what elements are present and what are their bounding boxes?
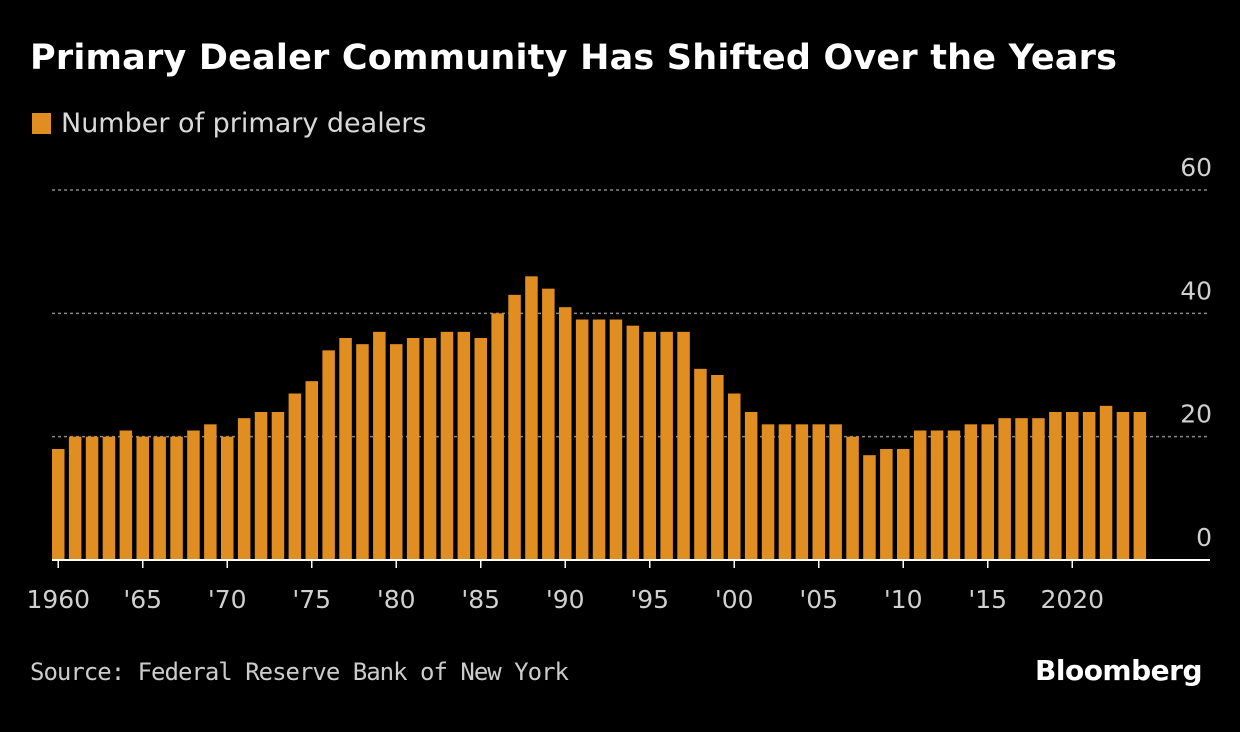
bar-2007: [846, 436, 859, 560]
x-tick-label-2000: '00: [715, 585, 754, 614]
x-tick-label-1995: '95: [630, 585, 669, 614]
legend-label: Number of primary dealers: [61, 108, 427, 139]
bar-2008: [863, 455, 876, 560]
bar-1965: [136, 436, 149, 560]
bar-1968: [187, 430, 200, 560]
bar-1994: [626, 325, 640, 560]
bar-1982: [423, 338, 437, 560]
x-tick-label-1985: '85: [461, 585, 500, 614]
bar-1960: [52, 449, 65, 560]
bar-2018: [1032, 418, 1045, 560]
bar-1964: [119, 430, 133, 560]
bar-1967: [170, 436, 183, 560]
bar-1969: [204, 424, 217, 560]
y-tick-label-20: 20: [1180, 400, 1212, 429]
x-tick-label-2010: '10: [884, 585, 923, 614]
x-tick-label-2020: 2020: [1040, 585, 1104, 614]
bar-2022: [1099, 405, 1113, 560]
bar-1976: [322, 350, 335, 560]
bar-1962: [85, 436, 99, 560]
bar-1998: [694, 368, 707, 560]
bar-1963: [102, 436, 116, 560]
bar-2001: [744, 412, 758, 560]
bar-1981: [406, 338, 420, 560]
bar-1988: [525, 276, 538, 560]
legend: Number of primary dealers: [32, 108, 426, 139]
x-tick-label-1975: '75: [292, 585, 331, 614]
bar-2012: [930, 430, 944, 560]
bar-1973: [271, 412, 285, 560]
x-tick-label-2015: '15: [968, 585, 1007, 614]
bar-2023: [1116, 412, 1130, 560]
bar-1993: [609, 319, 623, 560]
bar-2019: [1049, 412, 1062, 560]
bar-2004: [795, 424, 809, 560]
chart-title: Primary Dealer Community Has Shifted Ove…: [30, 38, 1118, 78]
x-tick-label-1965: '65: [123, 585, 162, 614]
x-tick-label-1960: 1960: [26, 585, 90, 614]
bar-2002: [761, 424, 775, 560]
bar-1986: [491, 313, 504, 560]
bar-2024: [1133, 412, 1147, 560]
x-tick-label-1970: '70: [208, 585, 247, 614]
bar-2005: [812, 424, 825, 560]
bar-1972: [254, 412, 268, 560]
bar-1995: [643, 331, 656, 560]
bar-1990: [559, 307, 572, 560]
bar-1980: [390, 344, 403, 560]
bar-2016: [998, 418, 1011, 560]
y-tick-label-40: 40: [1180, 276, 1212, 305]
bar-1975: [305, 381, 318, 560]
bar-2000: [728, 393, 741, 560]
bar-1970: [221, 436, 234, 560]
bar-2015: [981, 424, 994, 560]
bar-1987: [508, 294, 521, 560]
bar-2014: [964, 424, 978, 560]
bar-1966: [153, 436, 166, 560]
bar-1992: [592, 319, 606, 560]
bar-1983: [440, 331, 454, 560]
bar-1997: [677, 331, 690, 560]
bar-2006: [829, 424, 842, 560]
bar-1996: [660, 331, 673, 560]
y-tick-label-0: 0: [1196, 523, 1212, 552]
bar-2021: [1082, 412, 1096, 560]
bar-1991: [575, 319, 589, 560]
bar-2003: [778, 424, 792, 560]
bar-2011: [913, 430, 927, 560]
bar-1961: [68, 436, 82, 560]
bar-1984: [457, 331, 471, 560]
bar-1985: [474, 338, 487, 560]
bar-chart: 0 20 40 60 1960 '65 '70 '75 '80 '85 '90 '95 '00 '05 '1…: [26, 153, 1212, 614]
x-tick-label-1980: '80: [377, 585, 416, 614]
bar-2009: [880, 449, 893, 560]
bar-1999: [711, 375, 724, 560]
bar-1979: [373, 331, 386, 560]
x-tick-label-1990: '90: [546, 585, 585, 614]
bar-2020: [1066, 412, 1079, 560]
source-note: Source: Federal Reserve Bank of New York: [30, 658, 569, 686]
bar-1989: [542, 288, 555, 560]
x-tick-label-2005: '05: [799, 585, 838, 614]
bar-2010: [897, 449, 910, 560]
bar-1978: [356, 344, 369, 560]
bloomberg-logo: Bloomberg: [1035, 654, 1202, 687]
legend-swatch: [32, 113, 51, 134]
bar-1974: [288, 393, 302, 560]
bar-2013: [947, 430, 961, 560]
bar-2017: [1015, 418, 1028, 560]
bar-1977: [339, 338, 352, 560]
y-tick-label-60: 60: [1180, 153, 1212, 182]
bar-1971: [237, 418, 251, 560]
